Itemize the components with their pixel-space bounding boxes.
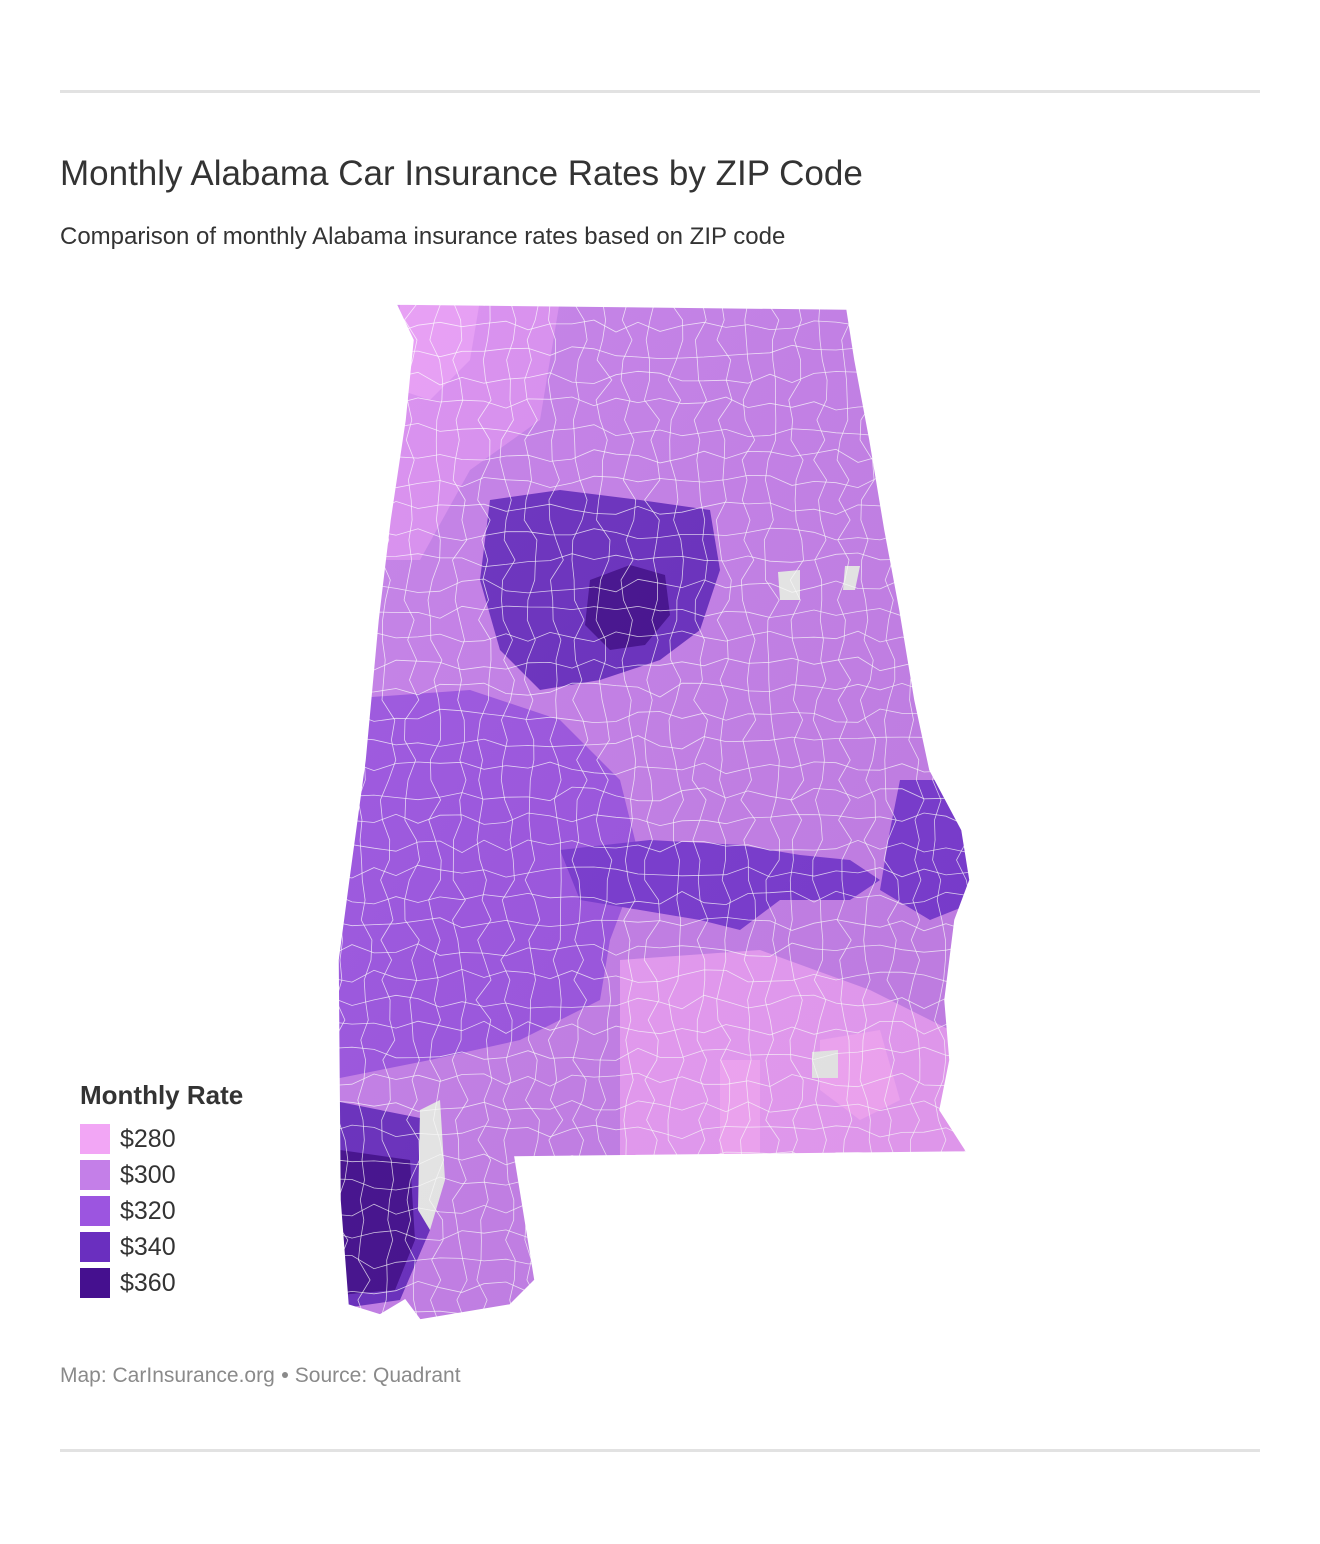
legend-swatch [80,1124,110,1154]
map-credit: Map: CarInsurance.org [60,1364,275,1387]
legend-swatch [80,1160,110,1190]
legend-label: $320 [120,1196,176,1225]
legend-label: $340 [120,1232,176,1261]
legend-item-360: $360 [80,1265,243,1301]
footer-credits: Map: CarInsurance.org Source: Quadrant [60,1364,461,1388]
source-credit: Source: Quadrant [294,1364,461,1387]
legend-label: $360 [120,1268,176,1297]
top-divider [60,90,1260,93]
page-subtitle: Comparison of monthly Alabama insurance … [60,223,786,250]
legend-label: $300 [120,1160,176,1189]
legend-item-280: $280 [80,1121,243,1157]
legend-item-340: $340 [80,1229,243,1265]
legend-item-320: $320 [80,1193,243,1229]
zip-boundary-line [956,304,970,1320]
legend-label: $280 [120,1124,176,1153]
page-title: Monthly Alabama Car Insurance Rates by Z… [60,154,863,193]
map-sheen [338,304,970,1320]
legend: Monthly Rate $280 $300 $320 $340 $360 [80,1080,243,1301]
legend-item-300: $300 [80,1157,243,1193]
legend-swatch [80,1232,110,1262]
separator-dot [281,1371,288,1378]
alabama-zip-map [337,300,996,1321]
bottom-divider [60,1449,1260,1452]
state-outline [337,303,971,1321]
zip-boundary-line [981,300,996,1320]
legend-swatch [80,1268,110,1298]
legend-title: Monthly Rate [80,1080,244,1110]
legend-swatch [80,1196,110,1226]
